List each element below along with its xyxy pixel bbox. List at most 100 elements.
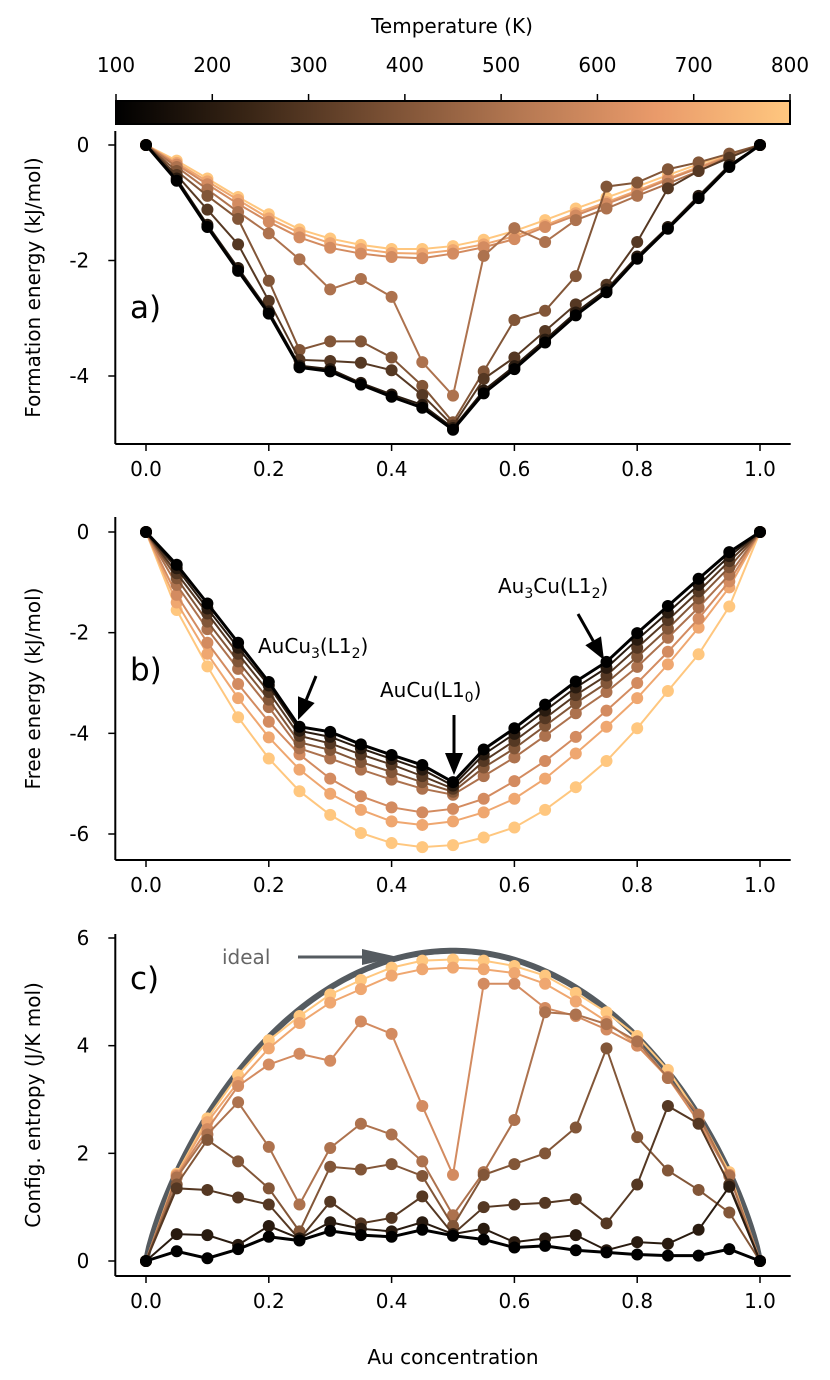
y-axis-label: Formation energy (kJ/mol) (21, 157, 45, 417)
panel-label: b) (130, 652, 162, 688)
data-point (508, 233, 521, 246)
data-point (201, 189, 214, 202)
data-point (385, 290, 398, 303)
data-point (661, 658, 674, 671)
data-point (293, 361, 306, 374)
colorbar: Temperature (K) 100 200 300 400 500 600 700 800 (97, 14, 809, 125)
data-point (262, 1042, 275, 1055)
data-point (661, 1071, 674, 1084)
data-point (170, 1228, 183, 1241)
data-point (723, 600, 736, 613)
data-point (692, 1117, 705, 1130)
data-point (416, 759, 429, 772)
data-point (385, 351, 398, 364)
data-point (324, 996, 337, 1009)
data-point (170, 558, 183, 571)
data-point (723, 1243, 736, 1256)
data-point (723, 160, 736, 173)
y-tick-label: 6 (77, 926, 90, 950)
data-point (262, 274, 275, 287)
x-tick-label: 0.6 (498, 873, 530, 897)
data-point (692, 164, 705, 177)
data-point (201, 1183, 214, 1196)
data-point (692, 1249, 705, 1262)
data-point (140, 139, 152, 151)
data-point (508, 1158, 521, 1171)
data-point (692, 601, 705, 614)
data-point (477, 1233, 490, 1246)
data-point (508, 775, 521, 788)
data-point (539, 698, 552, 711)
data-point (232, 636, 245, 649)
data-point (170, 1182, 183, 1195)
data-point (447, 423, 459, 436)
data-point (477, 831, 490, 844)
data-point (508, 821, 521, 834)
data-point (569, 730, 582, 743)
data-point (447, 802, 459, 815)
data-point (262, 675, 275, 688)
data-point (723, 1180, 736, 1193)
data-point (201, 660, 214, 673)
x-tick-label: 0.8 (621, 457, 653, 481)
data-point (539, 304, 552, 317)
data-point (661, 1237, 674, 1250)
data-point (354, 1117, 367, 1130)
data-point (262, 215, 275, 228)
colorbar-tick-label: 700 (675, 53, 713, 77)
data-point (324, 1195, 337, 1208)
data-point (477, 977, 490, 990)
data-point (600, 202, 613, 215)
x-tick-label: 0.8 (621, 1289, 653, 1313)
data-point (385, 969, 398, 982)
data-point (631, 1131, 644, 1144)
annotation-arrow-shaft (576, 613, 595, 642)
data-point (539, 729, 552, 742)
data-point (140, 1255, 152, 1267)
series-100K (140, 139, 766, 436)
data-point (477, 1222, 490, 1235)
x-tick-label: 1.0 (744, 873, 776, 897)
data-point (201, 1133, 214, 1146)
data-point (262, 227, 275, 240)
data-point (631, 1178, 644, 1191)
data-point (385, 1158, 398, 1171)
data-point (600, 720, 613, 733)
x-axis-label: Au concentration (367, 1345, 538, 1369)
data-point (569, 707, 582, 720)
data-point (477, 770, 490, 783)
data-point (692, 1223, 705, 1236)
data-point (631, 722, 644, 735)
colorbar-label: Temperature (K) (370, 14, 533, 38)
data-point (324, 808, 337, 821)
data-point (508, 966, 521, 979)
data-point (661, 163, 674, 176)
data-point (293, 1017, 306, 1030)
data-point (569, 1121, 582, 1134)
data-point (262, 752, 275, 765)
data-point (354, 973, 367, 986)
data-point (324, 1141, 337, 1154)
phase-annotation: AuCu3(L12) (258, 634, 368, 720)
data-point (354, 1229, 367, 1242)
data-point (447, 1229, 459, 1242)
data-point (600, 1217, 613, 1230)
data-point (262, 1182, 275, 1195)
data-point (508, 722, 521, 735)
data-point (324, 241, 337, 254)
annotation-arrow-shaft (304, 675, 318, 701)
data-point (416, 389, 429, 402)
data-point (661, 631, 674, 644)
data-point (477, 954, 490, 967)
data-point (201, 1229, 214, 1242)
data-point (539, 755, 552, 768)
data-point (447, 961, 459, 974)
data-point (508, 222, 521, 235)
data-point (477, 806, 490, 819)
data-point (754, 1255, 766, 1267)
colorbar-tick-label: 500 (482, 53, 520, 77)
data-point (569, 675, 582, 688)
data-point (539, 803, 552, 816)
colorbar-tick-label: 200 (193, 53, 231, 77)
panel-c-config-entropy: 0 2 4 6 0.0 0.2 0.4 0.6 0.8 1.0 Config. entropy (J… (21, 926, 791, 1369)
